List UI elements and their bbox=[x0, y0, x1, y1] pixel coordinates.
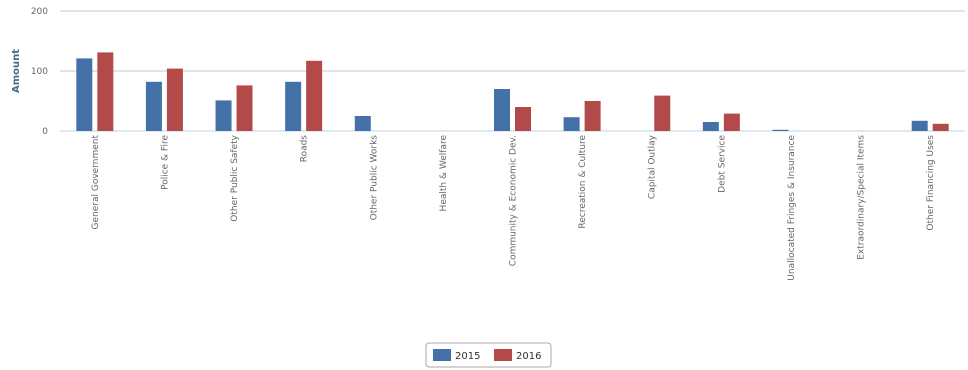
legend[interactable]: 2015 2016 bbox=[425, 342, 552, 368]
x-tick-label: Other Financing Uses bbox=[926, 135, 936, 231]
x-tick-label: Roads bbox=[300, 135, 310, 163]
bar-2015-1[interactable] bbox=[145, 81, 162, 131]
bar-2016-7[interactable] bbox=[584, 101, 601, 131]
x-tick-label: Other Public Works bbox=[369, 135, 379, 221]
y-tick-label: 200 bbox=[31, 7, 48, 17]
x-tick-label: General Government bbox=[91, 135, 101, 230]
bar-2016-8[interactable] bbox=[654, 95, 671, 131]
x-tick-label: Police & Fire bbox=[160, 135, 170, 190]
bar-2016-1[interactable] bbox=[166, 68, 183, 131]
category-labels: General Government Police & Fire Other Pub… bbox=[91, 134, 936, 280]
x-tick-label: Capital Outlay bbox=[648, 134, 658, 199]
x-tick-label: Health & Welfare bbox=[439, 135, 449, 212]
legend-label-2015[interactable]: 2015 bbox=[455, 351, 480, 362]
grid: 0 100 200 bbox=[31, 7, 965, 137]
legend-swatch-2015[interactable] bbox=[433, 349, 451, 361]
legend-swatch-2016[interactable] bbox=[494, 349, 512, 361]
bar-2015-2[interactable] bbox=[215, 100, 232, 131]
bar-2016-12[interactable] bbox=[932, 123, 949, 131]
bar-2015-9[interactable] bbox=[702, 122, 719, 131]
bar-2015-4[interactable] bbox=[354, 116, 371, 131]
legend-label-2016[interactable]: 2016 bbox=[516, 351, 541, 362]
x-tick-label: Other Public Safety bbox=[230, 134, 240, 221]
y-tick-label: 0 bbox=[42, 127, 48, 137]
x-tick-label: Community & Economic Dev. bbox=[509, 135, 519, 266]
bar-2015-12[interactable] bbox=[911, 120, 928, 131]
x-tick-label: Unallocated Fringes & Insurance bbox=[787, 135, 797, 281]
y-axis-title: Amount bbox=[11, 49, 22, 93]
bars bbox=[76, 52, 949, 131]
bar-2016-9[interactable] bbox=[723, 113, 740, 131]
bar-2016-6[interactable] bbox=[515, 107, 531, 131]
bar-2015-10[interactable] bbox=[772, 129, 789, 131]
bar-2016-3[interactable] bbox=[306, 60, 323, 131]
legend-box bbox=[425, 342, 552, 368]
bar-2016-0[interactable] bbox=[97, 52, 114, 131]
x-tick-label: Extraordinary/Special Items bbox=[857, 135, 867, 260]
bar-2015-0[interactable] bbox=[76, 58, 93, 131]
x-tick-label: Debt Service bbox=[717, 135, 727, 193]
bar-2015-7[interactable] bbox=[563, 117, 580, 131]
bar-2015-6[interactable] bbox=[494, 89, 510, 131]
bar-2016-2[interactable] bbox=[236, 85, 253, 131]
bar-2015-3[interactable] bbox=[285, 81, 302, 131]
x-tick-label: Recreation & Culture bbox=[578, 135, 588, 229]
y-tick-label: 100 bbox=[31, 67, 48, 77]
